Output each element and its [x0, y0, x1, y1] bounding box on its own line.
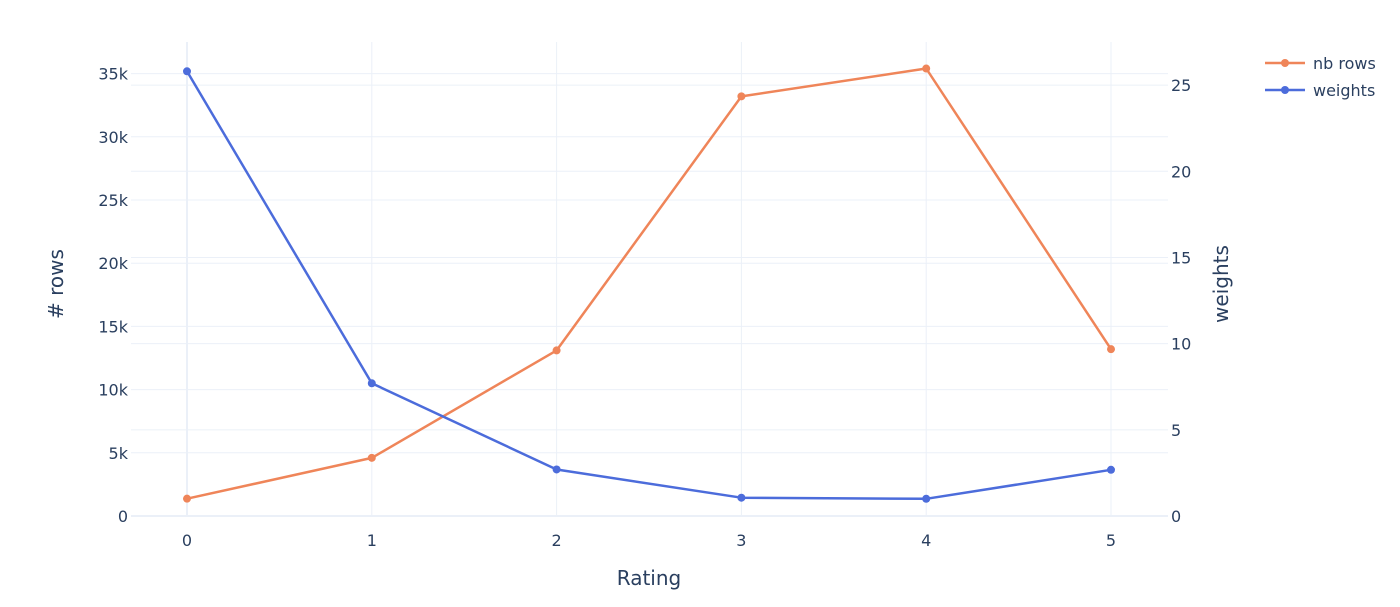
x-axis-ticks: 0 1 2 3 4 5 — [182, 531, 1116, 550]
data-point-weights — [737, 493, 746, 502]
x-tick-label: 1 — [367, 531, 377, 550]
y2-tick-label: 0 — [1171, 507, 1181, 526]
y2-axis-title: weights — [1209, 245, 1233, 323]
series-line-nb-rows — [186, 67, 1113, 500]
right-axis-ticks: 0 5 10 15 20 25 — [1171, 76, 1191, 526]
series-nb-rows — [183, 64, 1115, 503]
data-point-nb-rows — [922, 64, 931, 73]
x-tick-label: 2 — [552, 531, 562, 550]
grid-lines — [131, 42, 1168, 517]
x-tick-label: 0 — [182, 531, 192, 550]
y-tick-label: 5k — [109, 444, 129, 463]
legend-label: weights — [1313, 81, 1375, 100]
data-point-nb-rows — [737, 92, 746, 101]
y-axis-title: # rows — [44, 249, 68, 319]
legend: nb rows weights — [1265, 54, 1376, 100]
series-line-weights — [185, 70, 1112, 501]
y2-tick-label: 10 — [1171, 335, 1191, 354]
data-point-weights — [922, 494, 931, 503]
y-tick-label: 0 — [118, 507, 128, 526]
data-point-nb-rows — [552, 346, 561, 355]
data-point-nb-rows — [1107, 345, 1115, 354]
series-layer — [183, 64, 1115, 503]
y2-tick-label: 25 — [1171, 76, 1191, 95]
left-axis-ticks: 0 5k 10k 15k 20k 25k 30k 35k — [98, 65, 128, 526]
data-point-weights — [367, 379, 376, 388]
x-axis-title: Rating — [617, 566, 681, 590]
y2-tick-label: 20 — [1171, 162, 1191, 181]
series-weights — [183, 67, 1115, 503]
x-tick-label: 3 — [736, 531, 746, 550]
legend-label: nb rows — [1313, 54, 1376, 73]
y-tick-label: 30k — [98, 128, 128, 147]
data-point-weights — [552, 465, 561, 474]
y2-tick-label: 15 — [1171, 248, 1191, 267]
data-point-nb-rows — [183, 494, 191, 503]
y-tick-label: 35k — [98, 65, 128, 84]
x-tick-label: 4 — [921, 531, 931, 550]
y2-tick-label: 5 — [1171, 421, 1181, 440]
data-point-nb-rows — [367, 453, 376, 462]
x-tick-label: 5 — [1106, 531, 1116, 550]
legend-item-weights[interactable]: weights — [1265, 81, 1375, 100]
y-tick-label: 20k — [98, 254, 128, 273]
legend-item-nb-rows[interactable]: nb rows — [1265, 54, 1376, 73]
y-tick-label: 15k — [98, 317, 128, 336]
legend-marker — [1281, 59, 1289, 67]
data-point-weights — [1107, 465, 1115, 474]
y-tick-label: 10k — [98, 381, 128, 400]
legend-marker — [1281, 86, 1289, 94]
y-tick-label: 25k — [98, 191, 128, 210]
data-point-weights — [183, 67, 191, 76]
